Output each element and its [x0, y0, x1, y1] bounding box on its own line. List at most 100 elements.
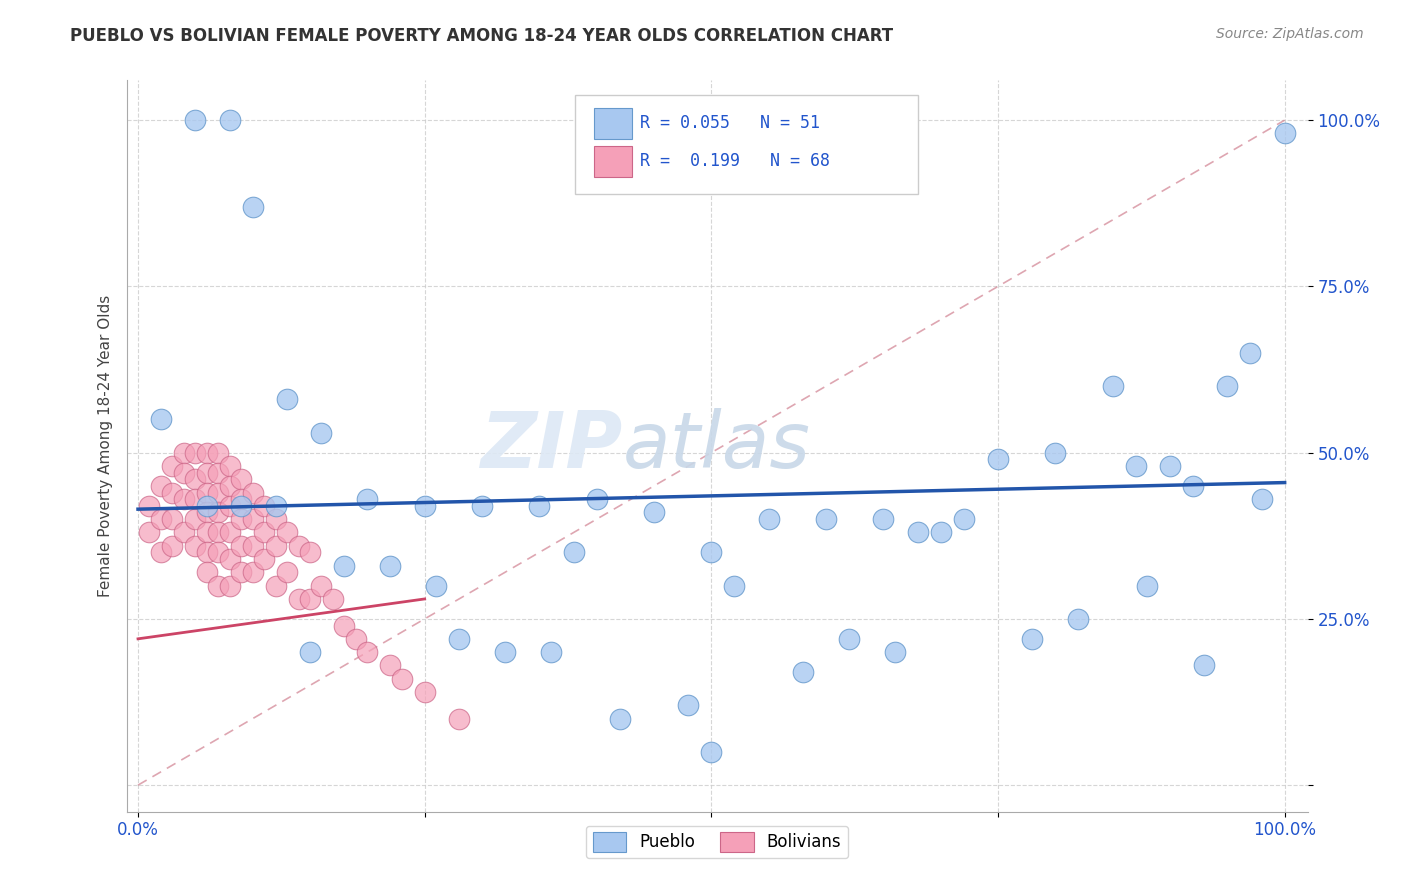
Text: R = 0.055   N = 51: R = 0.055 N = 51: [640, 113, 820, 132]
Point: [609, 712, 631, 726]
Text: atlas: atlas: [623, 408, 810, 484]
Point: [253, 499, 276, 513]
Point: [162, 458, 184, 473]
Point: [529, 499, 551, 513]
Point: [207, 579, 229, 593]
Point: [311, 579, 333, 593]
Point: [195, 545, 218, 559]
Point: [311, 425, 333, 440]
Point: [184, 539, 207, 553]
Point: [207, 445, 229, 459]
Point: [231, 566, 253, 580]
Point: [356, 645, 378, 659]
Point: [207, 545, 229, 559]
Point: [987, 452, 1010, 467]
Point: [413, 685, 436, 699]
Point: [449, 632, 471, 646]
Text: Source: ZipAtlas.com: Source: ZipAtlas.com: [1216, 27, 1364, 41]
Point: [1067, 612, 1090, 626]
Point: [184, 492, 207, 507]
Point: [138, 525, 160, 540]
Point: [173, 525, 195, 540]
Point: [391, 672, 413, 686]
Point: [264, 499, 287, 513]
Point: [231, 472, 253, 486]
Point: [162, 512, 184, 526]
Point: [218, 525, 240, 540]
Point: [195, 506, 218, 520]
Point: [540, 645, 562, 659]
Point: [380, 558, 402, 573]
Point: [218, 479, 240, 493]
Point: [218, 499, 240, 513]
FancyBboxPatch shape: [575, 95, 918, 194]
Point: [242, 485, 264, 500]
Point: [1194, 658, 1216, 673]
Point: [356, 492, 378, 507]
Point: [1274, 127, 1296, 141]
Point: [838, 632, 860, 646]
Point: [149, 479, 172, 493]
Point: [700, 545, 723, 559]
Point: [231, 539, 253, 553]
Point: [449, 712, 471, 726]
Point: [218, 552, 240, 566]
Point: [264, 579, 287, 593]
Point: [471, 499, 494, 513]
Point: [149, 512, 172, 526]
Point: [184, 512, 207, 526]
Point: [883, 645, 905, 659]
Point: [562, 545, 585, 559]
Point: [195, 445, 218, 459]
Point: [952, 512, 974, 526]
Point: [195, 566, 218, 580]
Point: [333, 618, 356, 632]
Point: [218, 458, 240, 473]
Point: [173, 492, 195, 507]
Point: [173, 466, 195, 480]
Point: [1021, 632, 1043, 646]
Point: [231, 499, 253, 513]
Point: [907, 525, 929, 540]
Point: [929, 525, 952, 540]
Point: [723, 579, 745, 593]
Point: [287, 591, 309, 606]
Point: [195, 499, 218, 513]
Point: [1125, 458, 1147, 473]
Point: [184, 472, 207, 486]
Point: [276, 525, 298, 540]
Point: [872, 512, 894, 526]
Text: ZIP: ZIP: [481, 408, 623, 484]
Text: R =  0.199   N = 68: R = 0.199 N = 68: [640, 152, 831, 169]
Point: [184, 113, 207, 128]
Point: [242, 539, 264, 553]
Point: [425, 579, 447, 593]
Point: [207, 506, 229, 520]
Point: [184, 445, 207, 459]
Point: [298, 545, 321, 559]
Point: [218, 113, 240, 128]
Legend: Pueblo, Bolivians: Pueblo, Bolivians: [586, 826, 848, 858]
Point: [322, 591, 344, 606]
Point: [264, 512, 287, 526]
Point: [413, 499, 436, 513]
Point: [195, 485, 218, 500]
Point: [494, 645, 516, 659]
Point: [253, 552, 276, 566]
Point: [218, 579, 240, 593]
Point: [207, 525, 229, 540]
Point: [287, 539, 309, 553]
Point: [173, 445, 195, 459]
Point: [380, 658, 402, 673]
Point: [1239, 346, 1261, 360]
Point: [162, 539, 184, 553]
Point: [149, 545, 172, 559]
Point: [231, 512, 253, 526]
Point: [162, 485, 184, 500]
Point: [207, 485, 229, 500]
Point: [1250, 492, 1272, 507]
Point: [1136, 579, 1159, 593]
FancyBboxPatch shape: [595, 146, 633, 177]
Point: [231, 492, 253, 507]
Point: [207, 466, 229, 480]
